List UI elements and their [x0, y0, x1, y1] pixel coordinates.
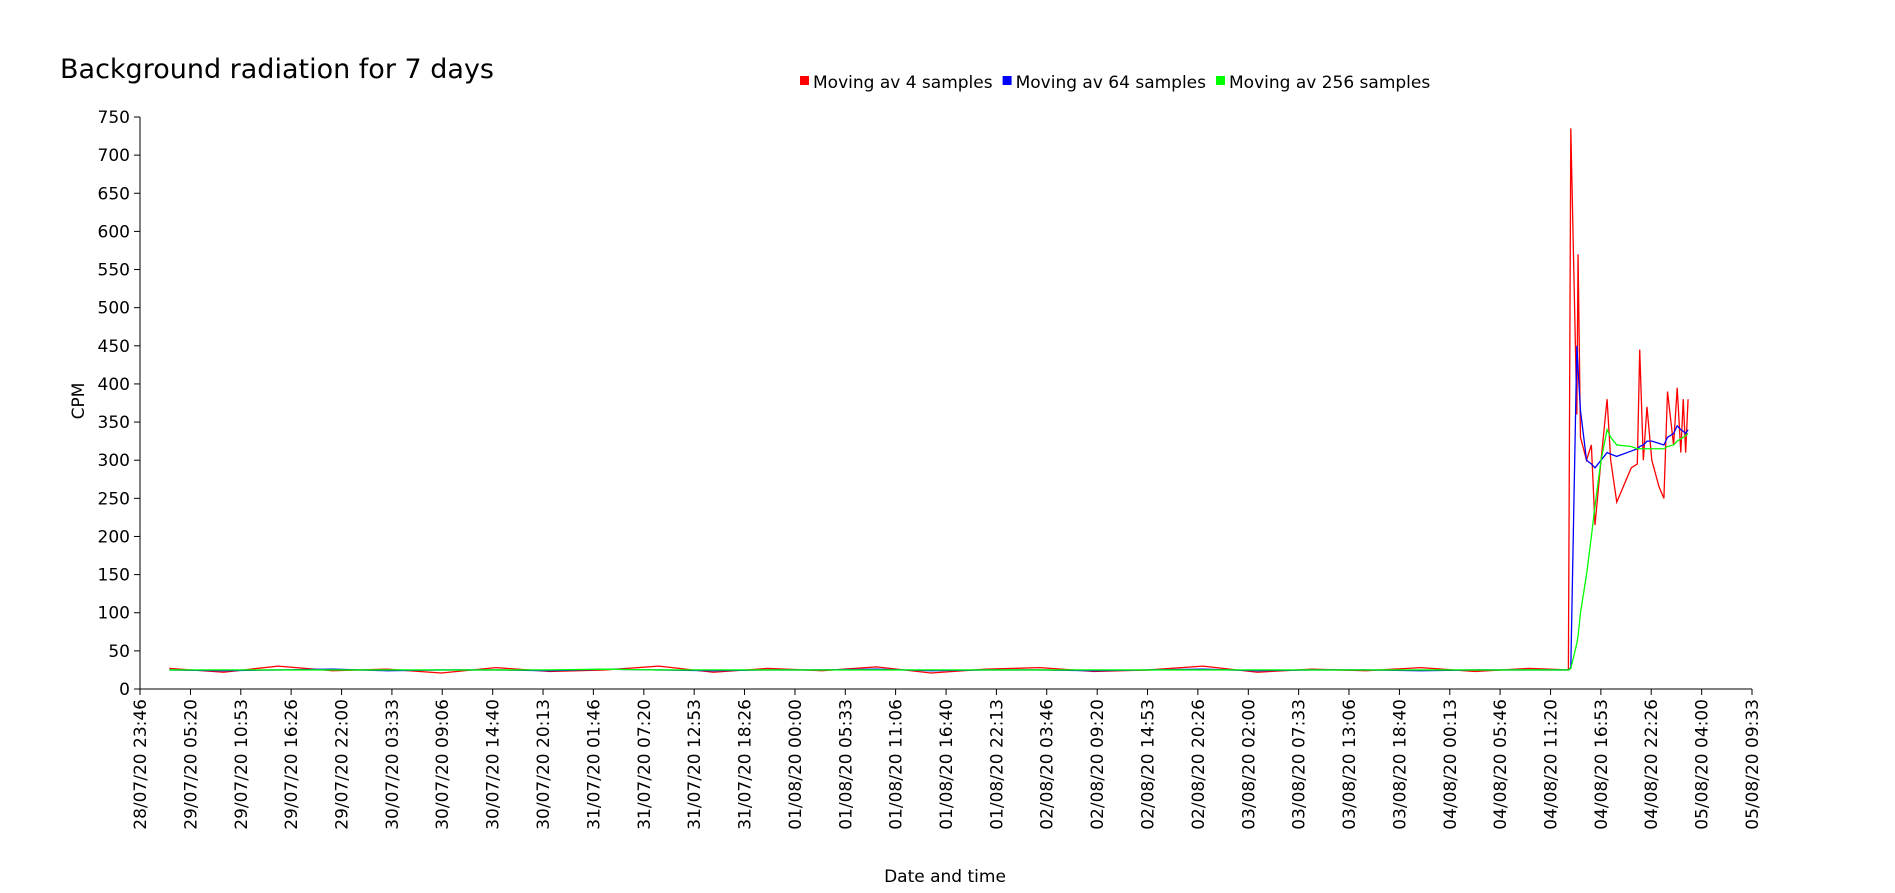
- x-tick-label: 05/08/20 09:33: [1743, 699, 1763, 830]
- y-tick-label: 400: [98, 375, 130, 395]
- x-tick-label: 29/07/20 16:26: [282, 699, 302, 830]
- y-tick-label: 550: [98, 261, 130, 281]
- x-tick-label: 03/08/20 02:00: [1239, 699, 1259, 830]
- x-tick-label: 29/07/20 10:53: [232, 699, 252, 830]
- x-tick-label: 29/07/20 05:20: [181, 699, 201, 830]
- legend-label: Moving av 4 samples: [813, 73, 993, 93]
- x-tick-label: 30/07/20 03:33: [383, 699, 403, 830]
- y-axis-label: CPM: [69, 383, 89, 420]
- series-line: [169, 427, 1689, 671]
- x-tick-label: 04/08/20 11:20: [1542, 699, 1562, 830]
- x-tick-label: 04/08/20 05:46: [1491, 699, 1511, 830]
- y-tick-label: 450: [98, 337, 130, 357]
- x-tick-label: 30/07/20 14:40: [484, 699, 504, 830]
- y-tick-label: 750: [98, 108, 130, 128]
- x-tick-label: 31/07/20 07:20: [635, 699, 655, 830]
- y-tick-label: 200: [98, 527, 130, 547]
- legend-swatch: [800, 76, 809, 85]
- x-tick-label: 29/07/20 22:00: [333, 699, 353, 830]
- y-tick-label: 650: [98, 184, 130, 204]
- x-tick-label: 04/08/20 22:26: [1642, 699, 1662, 830]
- x-tick-label: 04/08/20 00:13: [1441, 699, 1461, 830]
- y-tick-label: 500: [98, 299, 130, 319]
- x-tick-label: 01/08/20 22:13: [987, 699, 1007, 830]
- y-tick-label: 600: [98, 222, 130, 242]
- x-tick-label: 01/08/20 05:33: [836, 699, 856, 830]
- x-tick-label: 31/07/20 18:26: [735, 699, 755, 830]
- series-line: [169, 128, 1689, 674]
- x-tick-label: 05/08/20 04:00: [1693, 699, 1713, 830]
- x-tick-label: 30/07/20 09:06: [433, 699, 453, 830]
- chart-title: Background radiation for 7 days: [60, 54, 494, 85]
- x-tick-label: 03/08/20 07:33: [1290, 699, 1310, 830]
- legend-swatch: [1216, 76, 1225, 85]
- y-tick-label: 50: [108, 642, 130, 662]
- y-tick-label: 350: [98, 413, 130, 433]
- x-tick-label: 30/07/20 20:13: [534, 699, 554, 830]
- legend-label: Moving av 64 samples: [1016, 73, 1207, 93]
- x-tick-label: 31/07/20 01:46: [584, 699, 604, 830]
- x-tick-label: 01/08/20 00:00: [786, 699, 806, 830]
- legend-swatch: [1002, 76, 1012, 85]
- y-tick-label: 150: [98, 566, 130, 586]
- x-axis-label: Date and time: [884, 867, 1006, 887]
- x-tick-label: 04/08/20 16:53: [1592, 699, 1612, 830]
- x-tick-label: 31/07/20 12:53: [685, 699, 705, 830]
- y-tick-label: 100: [98, 604, 130, 624]
- y-tick-label: 0: [119, 680, 130, 700]
- x-tick-label: 28/07/20 23:46: [131, 699, 151, 830]
- x-tick-label: 02/08/20 03:46: [1038, 699, 1058, 830]
- series-line: [169, 345, 1689, 672]
- x-tick-label: 03/08/20 13:06: [1340, 699, 1360, 830]
- y-tick-label: 250: [98, 489, 130, 509]
- x-tick-label: 02/08/20 20:26: [1189, 699, 1209, 830]
- x-tick-label: 02/08/20 09:20: [1088, 699, 1108, 830]
- x-tick-label: 01/08/20 11:06: [887, 699, 907, 830]
- x-tick-label: 03/08/20 18:40: [1390, 699, 1410, 830]
- x-tick-label: 02/08/20 14:53: [1139, 699, 1159, 830]
- x-tick-label: 01/08/20 16:40: [937, 699, 957, 830]
- y-tick-label: 700: [98, 146, 130, 166]
- legend-label: Moving av 256 samples: [1229, 73, 1430, 93]
- y-tick-label: 300: [98, 451, 130, 471]
